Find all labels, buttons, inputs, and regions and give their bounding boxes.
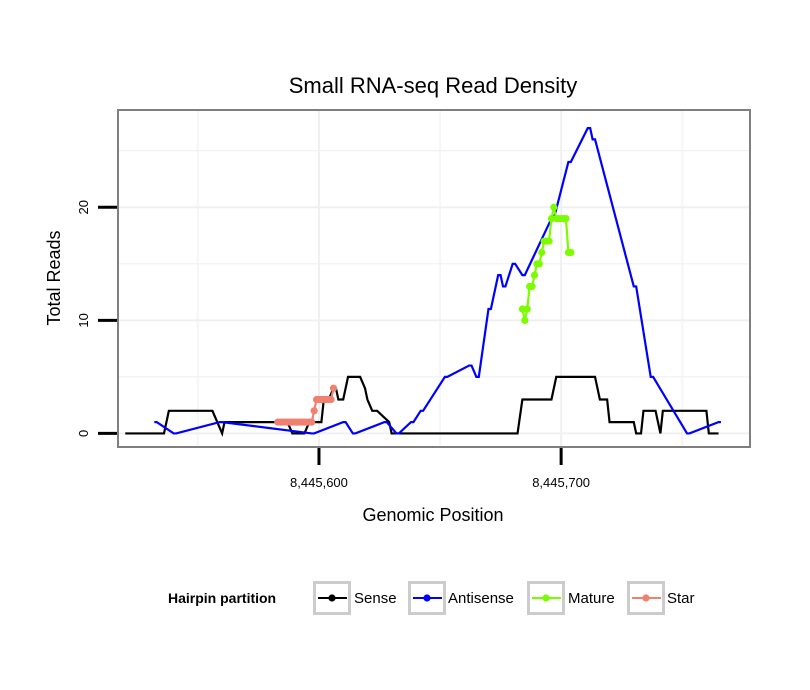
x-tick-label: 8,445,600 (290, 475, 348, 490)
legend-key-point (328, 594, 336, 602)
data-point-mature (550, 203, 558, 211)
legend-item-star: Star (627, 581, 695, 615)
legend-label: Sense (354, 590, 397, 607)
legend-label: Mature (568, 590, 615, 607)
legend-label: Antisense (448, 590, 514, 607)
plot-panel (117, 109, 751, 448)
legend: Hairpin partition Sense Antisense Mature St… (168, 581, 695, 615)
data-point-star (308, 418, 316, 426)
data-point-mature (528, 282, 536, 291)
grid-lines (119, 111, 749, 446)
legend-item-sense: Sense (313, 581, 397, 615)
data-point-mature (538, 248, 546, 257)
y-tick-label: 20 (76, 200, 91, 214)
legend-key-point (542, 594, 550, 602)
chart-title: Small RNA-seq Read Density (289, 73, 578, 98)
data-point-mature (535, 260, 543, 268)
x-tick-label: 8,445,700 (532, 475, 590, 490)
legend-item-antisense: Antisense (408, 581, 514, 615)
data-point-mature (545, 237, 553, 245)
legend-title: Hairpin partition (168, 590, 276, 606)
data-point-mature (530, 271, 539, 279)
y-axis-label: Total Reads (44, 230, 64, 325)
data-point-star (329, 384, 338, 392)
legend-item-mature: Mature (527, 581, 615, 615)
legend-key-point (423, 594, 431, 602)
x-axis: 8,445,600 8,445,700 (290, 448, 590, 490)
data-point-mature (523, 305, 531, 313)
data-point-mature (567, 248, 575, 257)
y-axis: 0 10 20 (76, 200, 117, 437)
y-tick-label: 0 (76, 430, 91, 437)
legend-label: Star (667, 590, 695, 607)
data-point-star (327, 395, 335, 404)
legend-key-point (642, 594, 650, 602)
data-point-mature (521, 316, 529, 324)
series-line-antisense (154, 126, 721, 435)
data-point-mature (562, 214, 570, 223)
series-points (274, 203, 575, 426)
data-point-star (310, 407, 318, 415)
x-axis-label: Genomic Position (362, 505, 503, 525)
series-line-sense (125, 375, 719, 438)
y-tick-label: 10 (76, 313, 91, 327)
